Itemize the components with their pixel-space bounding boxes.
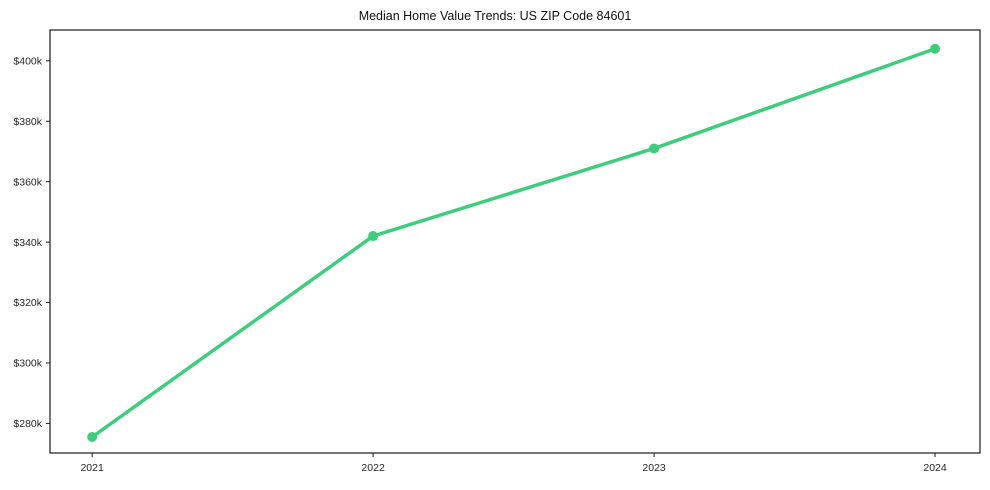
data-point-2022 — [368, 231, 379, 242]
x-tick-label: 2022 — [361, 462, 385, 474]
data-point-2021 — [87, 431, 98, 442]
y-tick-label: $300k — [13, 358, 42, 370]
y-tick-label: $340k — [13, 237, 42, 249]
y-tick-label: $380k — [13, 116, 42, 128]
line-series-median-home-value — [90, 46, 937, 439]
data-point-2024 — [930, 43, 941, 54]
y-tick-label: $280k — [13, 418, 42, 430]
y-tick-label: $400k — [13, 56, 42, 68]
x-tick-label: 2021 — [80, 462, 104, 474]
chart-title: Median Home Value Trends: US ZIP Code 84… — [358, 9, 632, 23]
x-tick-label: 2024 — [923, 462, 947, 474]
x-tick-label: 2023 — [642, 462, 666, 474]
data-point-2023 — [649, 143, 660, 154]
y-tick-label: $360k — [13, 176, 42, 188]
plot-border — [49, 29, 981, 454]
y-tick-label: $320k — [13, 297, 42, 309]
